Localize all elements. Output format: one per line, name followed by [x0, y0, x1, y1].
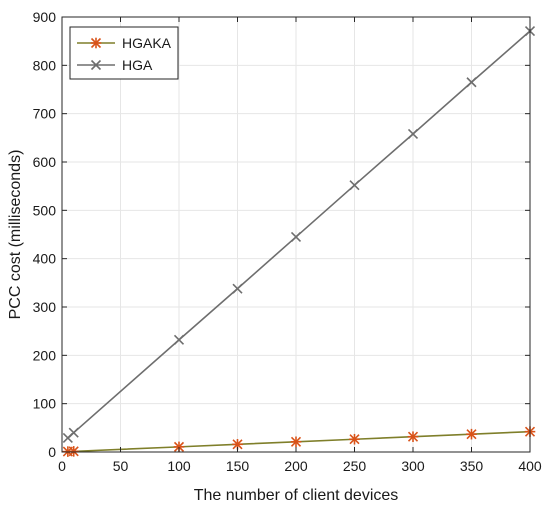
legend-label: HGA [122, 57, 153, 73]
legend-marker [90, 37, 102, 49]
series-hga [62, 25, 536, 444]
legend-label: HGAKA [122, 35, 172, 51]
data-point [290, 436, 302, 448]
data-point [232, 439, 243, 450]
data-point [68, 446, 79, 457]
legend-marker [90, 59, 102, 71]
y-tick-label: 500 [33, 202, 57, 218]
y-tick-label: 300 [33, 299, 57, 315]
data-point [407, 128, 419, 140]
y-tick-label: 600 [33, 154, 57, 170]
y-axis-title: PCC cost (milliseconds) [7, 150, 24, 320]
data-point [349, 180, 360, 191]
y-tick-label: 400 [33, 251, 57, 267]
x-tick-label: 250 [343, 458, 367, 474]
x-tick-label: 200 [284, 458, 308, 474]
y-tick-label: 800 [33, 57, 57, 73]
y-tick-label: 100 [33, 396, 57, 412]
data-point [232, 283, 243, 294]
legend: HGAKA HGA [69, 26, 179, 80]
data-point [173, 334, 185, 345]
x-tick-label: 350 [460, 458, 484, 474]
x-tick-label: 0 [58, 458, 66, 474]
data-point [466, 428, 477, 440]
x-tick-label: 400 [518, 458, 542, 474]
data-point [466, 77, 477, 88]
series-layer [62, 25, 536, 457]
data-point [68, 427, 79, 438]
x-tick-label: 100 [167, 458, 191, 474]
y-tick-label: 700 [33, 106, 57, 122]
data-point [349, 433, 360, 445]
y-tick-label: 200 [33, 347, 57, 363]
grid [61, 16, 531, 453]
y-tick-label: 0 [48, 444, 56, 460]
legend-item: HGAKA [77, 35, 172, 51]
data-point [290, 231, 302, 242]
y-tick-label: 900 [33, 9, 57, 25]
axis-ticks: 0 50 100 150 200 250 300 350 400 0 100 200 300 400 500… [33, 9, 542, 474]
legend-item: HGA [77, 57, 153, 73]
data-point [173, 441, 185, 453]
legend-box [69, 26, 179, 80]
x-tick-label: 50 [113, 458, 129, 474]
x-tick-label: 300 [401, 458, 425, 474]
data-point [407, 431, 419, 443]
x-axis-title: The number of client devices [194, 487, 399, 504]
x-tick-label: 150 [226, 458, 250, 474]
